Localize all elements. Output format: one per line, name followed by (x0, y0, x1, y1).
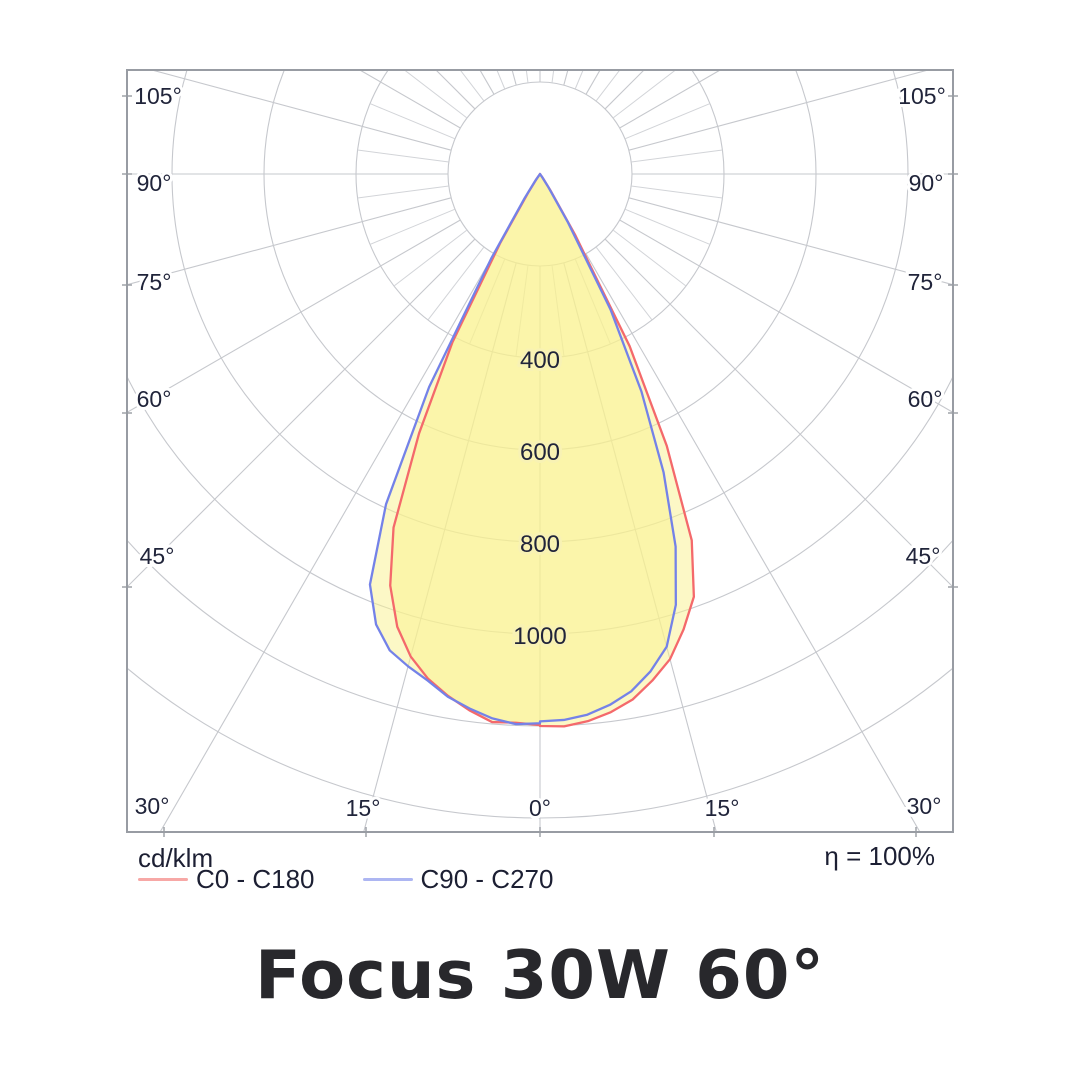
angle-label-4-45°: 45° (140, 543, 175, 569)
radial-label-600: 600 (520, 439, 560, 466)
grid-ray-minor (631, 185, 723, 199)
angle-label-7-0°: 0° (529, 795, 551, 821)
grid-ray-minor (595, 246, 653, 321)
grid-ray--150 (479, 70, 495, 95)
grid-ray-30 (585, 253, 921, 832)
legend: C0 - C180 C90 - C270 (138, 863, 601, 894)
grid-ray--135 (435, 70, 476, 110)
page-title: Focus 30W 60° (255, 936, 825, 1014)
grid-ray-minor (624, 208, 711, 245)
grid-ray-minor (496, 70, 506, 90)
grid-ray-165 (563, 70, 569, 86)
grid-ray-minor (459, 70, 485, 102)
grid-ray-minor (631, 149, 723, 163)
grid-ray--30 (159, 253, 495, 832)
unit-label: cd/klm (138, 843, 214, 873)
grid-ray-120 (619, 70, 721, 129)
grid-ray-minor (612, 70, 676, 119)
grid-ray-minor (357, 149, 449, 163)
grid-ray--45 (127, 238, 476, 588)
plot-border (126, 69, 954, 833)
angle-label-5-30°: 30° (135, 793, 170, 819)
grid-ray-150 (585, 70, 601, 95)
curve-fill-1 (369, 174, 676, 725)
angle-label-12-75°: 75° (908, 269, 943, 295)
angle-label-10-45°: 45° (906, 543, 941, 569)
grid-ray-75 (628, 197, 953, 286)
grid-ray-minor (624, 103, 711, 140)
curve-C90-C270 (368, 172, 677, 726)
grid-ray--60 (127, 219, 461, 413)
legend-swatch-c90-c270-line (362, 877, 413, 881)
grid-ray-minor (612, 229, 687, 287)
angle-label-13-90°: 90° (909, 170, 944, 196)
angle-label-2-75°: 75° (137, 269, 172, 295)
efficiency-label: η = 100% (824, 841, 935, 871)
grid-ray-minor (525, 70, 529, 83)
grid-ray--105 (151, 70, 452, 151)
angle-label-0-105°: 105° (134, 83, 182, 109)
grid-ray-minor (551, 70, 555, 83)
grid-ray-minor (369, 208, 456, 245)
legend-swatch-c0-c180-line (138, 877, 188, 881)
legend-label-c90-c270: C90 - C270 (420, 863, 554, 894)
grid-ray-minor (369, 103, 456, 140)
angle-label-3-60°: 60° (137, 386, 172, 412)
grid-ray-minor (574, 70, 584, 90)
grid-ray--165 (511, 70, 517, 86)
grid-ray-60 (619, 219, 953, 413)
angle-label-11-60°: 60° (908, 386, 943, 412)
curves-layer (368, 172, 696, 728)
angle-label-9-30°: 30° (907, 793, 942, 819)
grid-ray-minor (595, 70, 621, 102)
angle-label-8-15°: 15° (705, 795, 740, 821)
radial-label-1000: 1000 (513, 623, 566, 650)
angle-label-1-90°: 90° (137, 170, 172, 196)
grid-ray--120 (359, 70, 461, 129)
angle-label-14-105°: 105° (898, 83, 946, 109)
curve-C0-C180 (389, 172, 696, 728)
angle-label-6-15°: 15° (346, 795, 381, 821)
grid-ray--75 (127, 197, 452, 286)
grid-ray-minor (427, 246, 485, 321)
legend-label-c0-c180: C0 - C180 (196, 863, 315, 894)
grid-ray-45 (604, 238, 953, 588)
radial-label-400: 400 (520, 347, 560, 374)
grid-ray-135 (604, 70, 645, 110)
grid-ray-minor (404, 70, 468, 119)
grid-ray-105 (628, 70, 929, 151)
radial-label-800: 800 (520, 531, 560, 558)
grid-ray-minor (357, 185, 449, 199)
grid-ray-minor (393, 229, 468, 287)
